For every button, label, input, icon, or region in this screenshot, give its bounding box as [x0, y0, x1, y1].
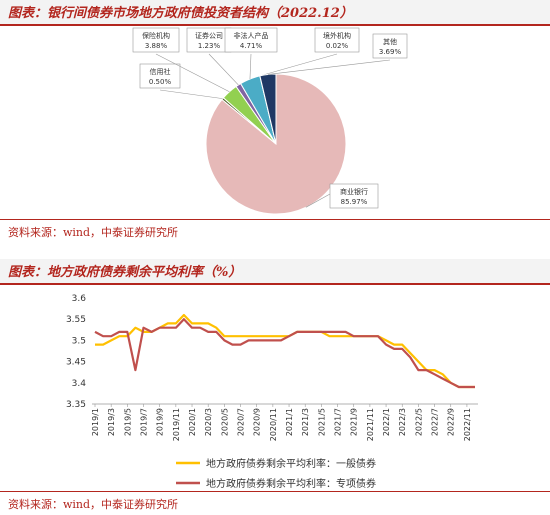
pie-label-box [132, 27, 180, 53]
x-tick-label: 2020/5 [220, 408, 229, 436]
pie-slice-value: 3.69% [379, 48, 402, 56]
pie-chart: 商业银行 85.97% 信用社 0.50% 保险机构 3.88% 证券公司 1.23% 非法人产… [132, 27, 408, 215]
x-tick-label: 2019/1 [91, 408, 100, 436]
x-tick-label: 2021/11 [366, 408, 375, 441]
pie-leader-line [267, 59, 391, 75]
y-tick-label: 3.45 [66, 358, 86, 368]
pie-chart-title: 图表：银行间债券市场地方政府债投资者结构（2022.12） [8, 6, 353, 21]
y-tick-label: 3.5 [72, 336, 86, 346]
x-tick-label: 2020/1 [188, 408, 197, 436]
y-tick-label: 3.4 [72, 379, 87, 389]
x-tick-label: 2019/5 [123, 408, 132, 436]
x-tick-label: 2022/5 [414, 408, 423, 436]
pie-label-box [224, 27, 278, 53]
pie-label-box [186, 27, 232, 53]
pie-slice-label: 境外机构 [323, 31, 351, 40]
pie-label-box [329, 183, 379, 209]
x-tick-label: 2020/11 [269, 408, 278, 441]
x-tick-label: 2021/3 [301, 408, 310, 436]
section2-header: 图表：地方政府债券剩余平均利率（%） [0, 259, 550, 285]
pie-slice-value: 1.23% [198, 42, 221, 50]
pie-source: 资料来源：wind，中泰证券研究所 [8, 226, 179, 239]
pie-slice-label: 信用社 [150, 67, 171, 76]
pie-label-box [314, 27, 360, 53]
line-chart: 3.35 3.4 3.45 3.5 3.55 3.6 2019/1 2019/3 2019/5 2… [66, 294, 478, 490]
section1-header: 图表：银行间债券市场地方政府债投资者结构（2022.12） [0, 0, 550, 26]
pie-label-box [139, 63, 181, 89]
pie-slice-label: 商业银行 [340, 187, 368, 196]
pie-slice-value: 0.02% [326, 42, 349, 50]
divider [0, 219, 550, 220]
pie-slice-value: 3.88% [145, 42, 168, 50]
x-tick-label: 2022/3 [398, 408, 407, 436]
x-tick-label: 2022/7 [431, 408, 440, 436]
legend-label: 地方政府债券剩余平均利率：一般债券 [206, 457, 376, 470]
pie-leader-line [155, 53, 230, 93]
divider [0, 491, 550, 492]
y-tick-label: 3.6 [72, 294, 87, 304]
pie-leader-line [259, 53, 338, 77]
pie-leader-line [208, 53, 239, 86]
x-tick-label: 2019/11 [172, 408, 181, 441]
pie-label-box [372, 33, 408, 59]
series-line [94, 318, 475, 389]
pie-slice-label: 证券公司 [195, 31, 223, 40]
x-tick-label: 2019/7 [140, 408, 149, 436]
y-tick-label: 3.55 [66, 315, 86, 325]
legend-label: 地方政府债券剩余平均利率：专项债券 [206, 477, 376, 490]
x-tick-label: 2020/9 [253, 408, 262, 436]
x-tick-label: 2021/7 [334, 408, 343, 436]
pie-slice-label: 其他 [383, 37, 397, 46]
pie-slice-label: 保险机构 [142, 31, 170, 40]
pie-leader-line [305, 193, 331, 208]
pie-slice-label: 非法人产品 [234, 31, 269, 40]
pie-slice-value: 0.50% [149, 78, 172, 86]
x-tick-label: 2022/9 [447, 408, 456, 436]
x-tick-label: 2021/9 [350, 408, 359, 436]
line-chart-title: 图表：地方政府债券剩余平均利率（%） [8, 265, 242, 280]
line-source: 资料来源：wind，中泰证券研究所 [8, 498, 179, 511]
x-tick-label: 2020/3 [204, 408, 213, 436]
x-tick-label: 2022/1 [382, 408, 391, 436]
x-tick-label: 2019/3 [107, 408, 116, 436]
x-tick-label: 2021/5 [317, 408, 326, 436]
y-tick-label: 3.35 [66, 400, 86, 410]
pie-leader-line [159, 89, 223, 99]
series-line [95, 313, 475, 389]
x-tick-label: 2021/1 [285, 408, 294, 436]
x-tick-label: 2019/9 [156, 408, 165, 436]
x-tick-label: 2020/7 [237, 408, 246, 436]
x-tick-label: 2022/11 [463, 408, 472, 441]
pie-leader-line [249, 53, 252, 80]
pie-slice-value: 85.97% [341, 198, 368, 206]
pie-slice-value: 4.71% [240, 42, 263, 50]
